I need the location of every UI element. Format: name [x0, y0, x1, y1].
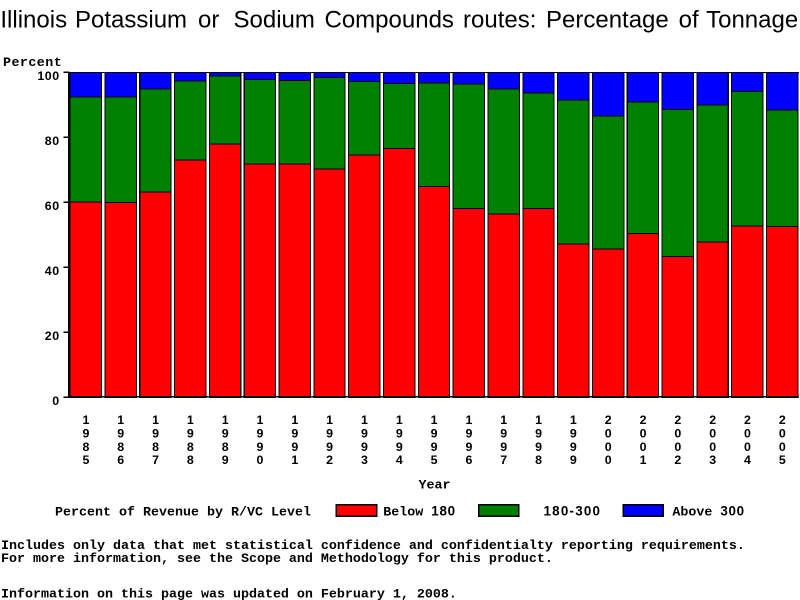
svg-text:180: 180: [431, 503, 455, 518]
svg-text:20: 20: [45, 329, 60, 343]
svg-text:Below: Below: [383, 505, 423, 520]
svg-text:180-300: 180-300: [544, 503, 601, 518]
svg-text:300: 300: [720, 503, 744, 518]
svg-text:Percent of Revenue by R/VC Lev: Percent of Revenue by R/VC Level: [55, 505, 311, 520]
svg-text:Includes only data that met st: Includes only data that met statistical …: [1, 539, 745, 554]
svg-text:60: 60: [45, 199, 60, 213]
svg-text:0: 0: [52, 394, 59, 408]
svg-text:Information on this page was u: Information on this page was updated on …: [1, 588, 457, 600]
svg-text:For more information, see the: For more information, see the Scope and …: [1, 552, 553, 567]
svg-text:100: 100: [37, 69, 59, 83]
svg-text:Year: Year: [419, 478, 451, 493]
svg-text:Percent: Percent: [3, 56, 62, 71]
svg-text:80: 80: [45, 134, 60, 148]
svg-text:40: 40: [45, 264, 60, 278]
svg-text:Above: Above: [672, 505, 712, 520]
